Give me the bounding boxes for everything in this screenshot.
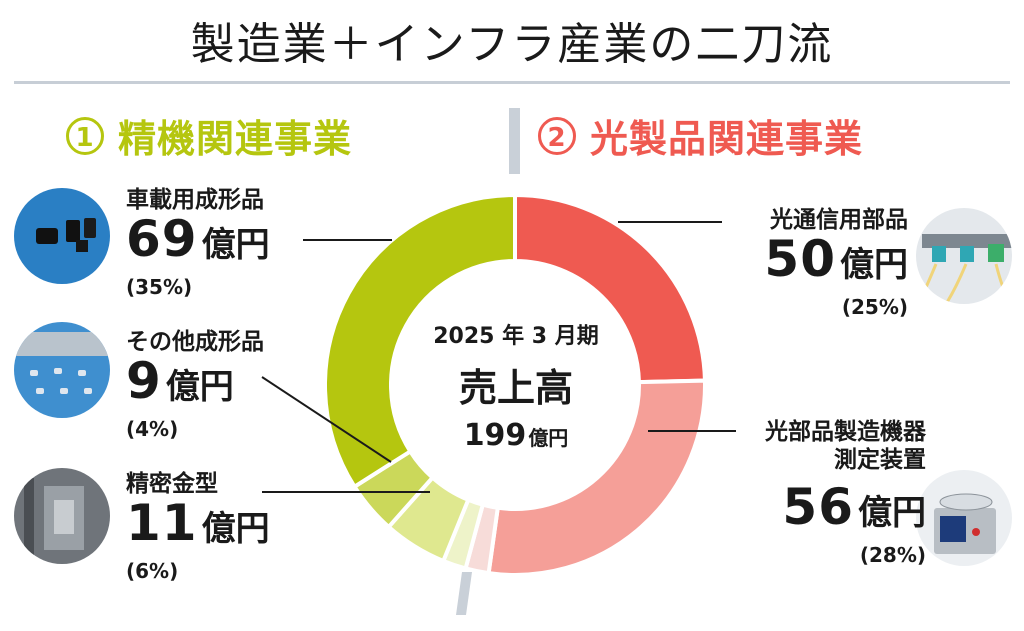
segment-value: 56 xyxy=(782,478,854,536)
segment-unit: 億円 xyxy=(858,493,926,533)
center-total-unit: 億円 xyxy=(528,426,569,450)
leader-line-other-molded xyxy=(261,376,392,463)
donut-slice-6 xyxy=(323,192,517,490)
segment-name: 車載用成形品 xyxy=(126,187,264,213)
segment-amount: 69 億円 xyxy=(126,214,270,276)
segment-value: 69 xyxy=(126,210,198,268)
connector-shape xyxy=(36,228,58,244)
segment-percent: (28%) xyxy=(859,543,926,567)
segment-unit: 億円 xyxy=(165,367,234,407)
segment-value: 11 xyxy=(126,494,198,552)
segment-name: 精密金型 xyxy=(126,471,218,497)
segment-amount: 56 億円 xyxy=(765,482,926,544)
title-divider xyxy=(14,81,1010,84)
segment-percent: (25%) xyxy=(841,295,908,319)
mold-shape xyxy=(54,500,74,534)
section-label-precision: 精機関連事業 xyxy=(118,117,353,161)
donut-slice-0 xyxy=(513,192,707,385)
segment-name: その他成形品 xyxy=(126,329,264,355)
connector-shape xyxy=(66,220,80,242)
segment-label-optical-equipment: 光部品製造機器 測定装置 56 億円 (28%) xyxy=(765,418,926,566)
small-molded-parts-photo xyxy=(14,322,110,418)
ruler-shape xyxy=(14,332,110,356)
segment-label-other-molded: その他成形品 9 億円 (4%) xyxy=(126,328,264,440)
segment-label-optical-parts: 光通信用部品 50 億円 (25%) xyxy=(764,206,908,318)
device-button xyxy=(972,528,980,536)
optical-connector-photo xyxy=(916,208,1012,304)
segment-value: 50 xyxy=(764,230,836,288)
circled-number-2: 2 xyxy=(538,117,576,155)
segment-name-line1: 光部品製造機器 xyxy=(765,419,926,445)
inspection-device-photo xyxy=(916,470,1012,566)
device-top xyxy=(939,493,993,511)
divider-bar-top xyxy=(509,108,520,174)
donut-slice-1 xyxy=(486,378,707,577)
connector-shape xyxy=(932,246,946,262)
section-label-optical: 光製品関連事業 xyxy=(590,117,864,161)
segment-percent: (4%) xyxy=(126,417,179,441)
segment-unit: 億円 xyxy=(201,225,270,265)
center-total-value: 199 xyxy=(463,418,527,453)
divider-bar-bottom xyxy=(456,572,472,615)
center-title: 売上高 xyxy=(458,366,573,410)
segment-name: 光通信用部品 xyxy=(770,207,908,233)
segment-value: 9 xyxy=(126,352,162,410)
center-period: 2025 年 3 月期 xyxy=(433,324,599,349)
segment-unit: 億円 xyxy=(840,245,908,285)
segment-amount: 50 億円 xyxy=(764,234,908,296)
segment-label-precision-mold: 精密金型 11 億円 (6%) xyxy=(126,470,270,582)
connector-shape xyxy=(988,244,1004,262)
mold-shape xyxy=(24,478,34,558)
connector-parts-photo xyxy=(14,188,110,284)
connector-shape xyxy=(76,240,88,252)
segment-percent: (35%) xyxy=(126,275,193,299)
section-heading-precision: 1 精機関連事業 xyxy=(66,108,352,163)
center-total: 199 億円 xyxy=(396,418,636,453)
segment-label-automotive: 車載用成形品 69 億円 (35%) xyxy=(126,186,270,298)
circled-number-1: 1 xyxy=(66,117,104,155)
precision-mold-photo xyxy=(14,468,110,564)
page-title: 製造業＋インフラ産業の二刀流 xyxy=(190,19,834,70)
section-heading-optical: 2 光製品関連事業 xyxy=(538,108,863,163)
segment-unit: 億円 xyxy=(201,509,270,549)
connector-shape xyxy=(84,218,96,238)
segment-name-line2: 測定装置 xyxy=(834,447,926,473)
segment-amount: 9 億円 xyxy=(126,356,264,418)
connector-shape xyxy=(960,246,974,262)
segment-amount: 11 億円 xyxy=(126,498,270,560)
segment-percent: (6%) xyxy=(126,559,179,583)
device-screen xyxy=(940,516,966,542)
